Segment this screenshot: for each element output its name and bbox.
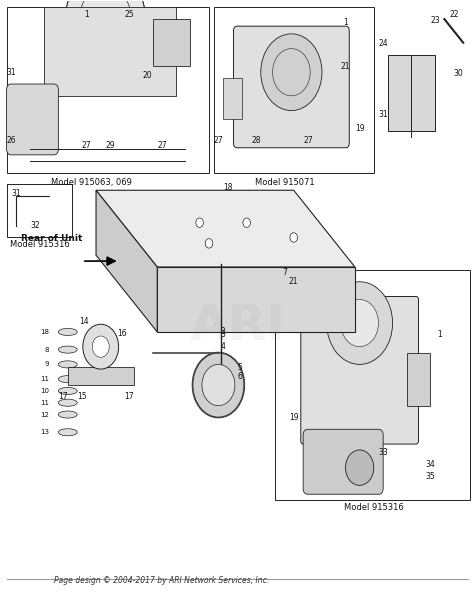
Text: 32: 32	[30, 221, 40, 230]
Ellipse shape	[58, 429, 77, 436]
Polygon shape	[68, 367, 134, 385]
Text: 5: 5	[237, 363, 242, 372]
Ellipse shape	[58, 346, 77, 353]
Circle shape	[65, 0, 146, 69]
Text: 4: 4	[221, 342, 226, 351]
Bar	[275, 270, 470, 500]
Text: 31: 31	[11, 189, 21, 197]
Text: 18: 18	[40, 329, 49, 335]
Text: 34: 34	[425, 460, 435, 469]
Text: 29: 29	[105, 142, 115, 151]
Ellipse shape	[58, 387, 77, 394]
Circle shape	[346, 450, 374, 486]
Text: 27: 27	[214, 136, 223, 145]
Text: Model 915071: Model 915071	[255, 178, 314, 187]
Circle shape	[243, 218, 250, 228]
Text: 21: 21	[289, 278, 299, 286]
Text: 15: 15	[77, 393, 87, 401]
Circle shape	[192, 353, 244, 417]
Circle shape	[205, 238, 213, 248]
Text: 2: 2	[221, 327, 226, 336]
Text: ARI: ARI	[189, 302, 285, 350]
Polygon shape	[96, 190, 355, 267]
Text: 19: 19	[289, 413, 299, 422]
Bar	[153, 19, 190, 66]
FancyBboxPatch shape	[303, 429, 383, 494]
Text: 7: 7	[282, 269, 287, 278]
Text: Model 915063, 069: Model 915063, 069	[51, 178, 132, 187]
Text: 31: 31	[7, 68, 16, 76]
Text: 3: 3	[221, 330, 226, 339]
FancyBboxPatch shape	[234, 26, 349, 148]
Text: 31: 31	[378, 110, 388, 119]
Text: 28: 28	[251, 136, 261, 145]
Text: 9: 9	[45, 361, 49, 368]
Text: 6: 6	[237, 372, 242, 381]
Ellipse shape	[58, 375, 77, 382]
Text: 23: 23	[430, 16, 440, 25]
Bar	[388, 55, 435, 131]
Text: 13: 13	[40, 429, 49, 435]
Text: 10: 10	[40, 388, 49, 394]
Text: 26: 26	[7, 136, 16, 145]
Polygon shape	[96, 190, 157, 332]
Text: 30: 30	[454, 69, 464, 78]
Bar	[223, 78, 242, 119]
Text: 1: 1	[438, 330, 442, 339]
Ellipse shape	[58, 411, 77, 418]
Text: 17: 17	[58, 393, 68, 401]
Bar	[7, 7, 209, 173]
Text: 16: 16	[117, 329, 127, 337]
Text: 14: 14	[80, 317, 89, 326]
Bar	[44, 7, 176, 96]
Ellipse shape	[58, 329, 77, 336]
Text: 27: 27	[157, 142, 167, 151]
Text: 18: 18	[223, 183, 233, 192]
Text: 17: 17	[124, 393, 134, 401]
Text: 12: 12	[40, 412, 49, 417]
Circle shape	[261, 34, 322, 110]
Text: 27: 27	[82, 142, 91, 151]
Circle shape	[92, 336, 109, 358]
Text: 25: 25	[124, 10, 134, 19]
Text: 1: 1	[84, 10, 89, 19]
FancyBboxPatch shape	[7, 84, 58, 155]
Text: 24: 24	[378, 39, 388, 49]
Text: 20: 20	[143, 71, 153, 79]
Ellipse shape	[58, 361, 77, 368]
Ellipse shape	[58, 399, 77, 406]
Bar	[407, 353, 430, 406]
Text: 21: 21	[341, 62, 350, 71]
Circle shape	[341, 299, 378, 347]
Polygon shape	[157, 267, 355, 332]
Circle shape	[202, 364, 235, 406]
Text: 35: 35	[425, 472, 435, 481]
Text: 27: 27	[303, 136, 313, 145]
Circle shape	[83, 324, 118, 369]
Text: 22: 22	[449, 10, 458, 19]
Bar	[7, 184, 73, 237]
Circle shape	[290, 233, 298, 242]
Text: 11: 11	[40, 400, 49, 406]
Text: Model 915316: Model 915316	[344, 503, 404, 512]
Text: Page design © 2004-2017 by ARI Network Services, Inc.: Page design © 2004-2017 by ARI Network S…	[55, 576, 270, 585]
Text: 11: 11	[40, 376, 49, 382]
Text: 19: 19	[355, 124, 365, 133]
Circle shape	[196, 218, 203, 228]
FancyBboxPatch shape	[301, 296, 419, 444]
Text: 1: 1	[343, 18, 348, 27]
Text: Model 915316: Model 915316	[9, 240, 69, 250]
Circle shape	[327, 282, 392, 364]
Text: 8: 8	[45, 347, 49, 353]
Text: Rear of Unit: Rear of Unit	[21, 234, 82, 243]
Text: 33: 33	[378, 448, 388, 457]
Bar	[214, 7, 374, 173]
